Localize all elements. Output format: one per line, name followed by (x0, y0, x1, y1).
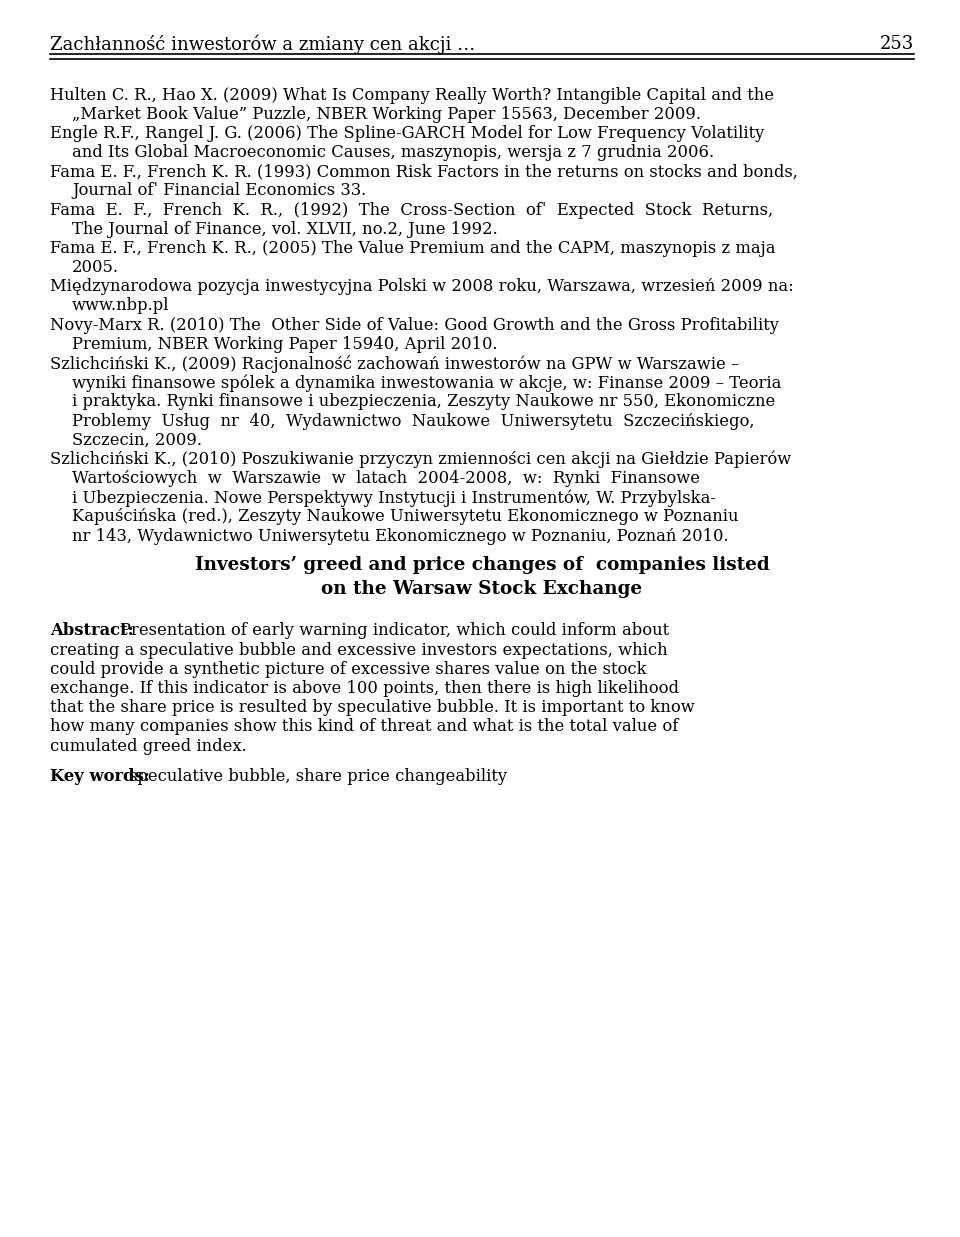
Text: Międzynarodowa pozycja inwestycyjna Polski w 2008 roku, Warszawa, wrzesień 2009 : Międzynarodowa pozycja inwestycyjna Pols… (50, 278, 794, 296)
Text: nr 143, Wydawnictwo Uniwersytetu Ekonomicznego w Poznaniu, Poznań 2010.: nr 143, Wydawnictwo Uniwersytetu Ekonomi… (72, 527, 729, 544)
Text: Fama  E.  F.,  French  K.  R.,  (1992)  The  Cross-Section  ofˈ  Expected  Stock: Fama E. F., French K. R., (1992) The Cro… (50, 202, 773, 219)
Text: Novy-Marx R. (2010) The  Other Side of Value: Good Growth and the Gross Profitab: Novy-Marx R. (2010) The Other Side of Va… (50, 317, 779, 334)
Text: wyniki finansowe spólek a dynamika inwestowania w akcje, w: Finanse 2009 – Teori: wyniki finansowe spólek a dynamika inwes… (72, 374, 781, 392)
Text: on the Warsaw Stock Exchange: on the Warsaw Stock Exchange (322, 580, 642, 599)
Text: Abstract:: Abstract: (50, 622, 133, 640)
Text: could provide a synthetic picture of excessive shares value on the stock: could provide a synthetic picture of exc… (50, 661, 646, 678)
Text: Problemy  Usług  nr  40,  Wydawnictwo  Naukowe  Uniwersytetu  Szczecińskiego,: Problemy Usług nr 40, Wydawnictwo Naukow… (72, 412, 755, 429)
Text: creating a speculative bubble and excessive investors expectations, which: creating a speculative bubble and excess… (50, 642, 667, 658)
Text: „Market Book Value” Puzzle, NBER Working Paper 15563, December 2009.: „Market Book Value” Puzzle, NBER Working… (72, 105, 701, 122)
Text: cumulated greed index.: cumulated greed index. (50, 737, 247, 755)
Text: i Ubezpieczenia. Nowe Perspektywy Instytucji i Instrumentów, W. Przybylska-: i Ubezpieczenia. Nowe Perspektywy Instyt… (72, 489, 716, 507)
Text: Key words:: Key words: (50, 768, 150, 785)
Text: Kapuścińska (red.), Zeszyty Naukowe Uniwersytetu Ekonomicznego w Poznaniu: Kapuścińska (red.), Zeszyty Naukowe Uniw… (72, 508, 738, 526)
Text: and Its Global Macroeconomic Causes, maszynopis, wersja z 7 grudnia 2006.: and Its Global Macroeconomic Causes, mas… (72, 143, 714, 161)
Text: Fama E. F., French K. R., (2005) The Value Premium and the CAPM, maszynopis z ma: Fama E. F., French K. R., (2005) The Val… (50, 240, 776, 257)
Text: exchange. If this indicator is above 100 points, then there is high likelihood: exchange. If this indicator is above 100… (50, 680, 679, 696)
Text: Szczecin, 2009.: Szczecin, 2009. (72, 432, 202, 449)
Text: Investors’ greed and price changes of  companies listed: Investors’ greed and price changes of co… (195, 557, 769, 574)
Text: Engle R.F., Rangel J. G. (2006) The Spline-GARCH Model for Low Frequency Volatil: Engle R.F., Rangel J. G. (2006) The Spli… (50, 125, 764, 142)
Text: www.nbp.pl: www.nbp.pl (72, 297, 170, 314)
Text: Hulten C. R., Hao X. (2009) What Is Company Really Worth? Intangible Capital and: Hulten C. R., Hao X. (2009) What Is Comp… (50, 87, 774, 104)
Text: Zachłanność inwestorów a zmiany cen akcji …: Zachłanność inwestorów a zmiany cen akcj… (50, 35, 475, 54)
Text: 253: 253 (879, 35, 914, 53)
Text: 2005.: 2005. (72, 259, 119, 276)
Text: Premium, NBER Working Paper 15940, April 2010.: Premium, NBER Working Paper 15940, April… (72, 335, 497, 353)
Text: that the share price is resulted by speculative bubble. It is important to know: that the share price is resulted by spec… (50, 699, 695, 716)
Text: Szlichciński K., (2009) Racjonalność zachowań inwestorów na GPW w Warszawie –: Szlichciński K., (2009) Racjonalność zac… (50, 355, 739, 374)
Text: The Journal of Finance, vol. XLVII, no.2, June 1992.: The Journal of Finance, vol. XLVII, no.2… (72, 220, 497, 238)
Text: Fama E. F., French K. R. (1993) Common Risk Factors in the returns on stocks and: Fama E. F., French K. R. (1993) Common R… (50, 163, 798, 181)
Text: Presentation of early warning indicator, which could inform about: Presentation of early warning indicator,… (120, 622, 669, 640)
Text: Journal ofˈ Financial Economics 33.: Journal ofˈ Financial Economics 33. (72, 182, 367, 199)
Text: Wartościowych  w  Warszawie  w  latach  2004-2008,  w:  Rynki  Finansowe: Wartościowych w Warszawie w latach 2004-… (72, 470, 700, 487)
Text: i praktyka. Rynki finansowe i ubezpieczenia, Zeszyty Naukowe nr 550, Ekonomiczne: i praktyka. Rynki finansowe i ubezpiecze… (72, 393, 776, 411)
Text: speculative bubble, share price changeability: speculative bubble, share price changeab… (129, 768, 507, 785)
Text: Szlichciński K., (2010) Poszukiwanie przyczyn zmienności cen akcji na Giełdzie P: Szlichciński K., (2010) Poszukiwanie prz… (50, 450, 791, 469)
Text: how many companies show this kind of threat and what is the total value of: how many companies show this kind of thr… (50, 719, 679, 735)
